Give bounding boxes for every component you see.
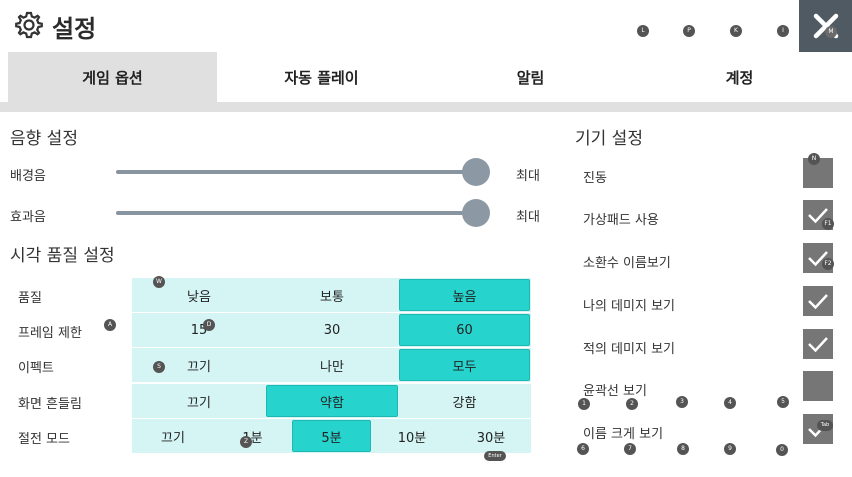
shortcut-hint-m: M	[825, 26, 837, 38]
close-button[interactable]	[799, 0, 852, 52]
checkmark-icon	[808, 251, 828, 267]
effect-label: 이펙트	[18, 361, 54, 376]
shortcut-hint-f1: F1	[822, 218, 834, 230]
visual-section-title: 시각 품질 설정	[10, 246, 115, 266]
sfx-value-label: 최대	[516, 210, 540, 225]
powersave-option-5min[interactable]: 5분	[292, 420, 371, 452]
tab-account[interactable]: 계정	[725, 68, 754, 87]
shortcut-hint-3: 3	[676, 396, 688, 408]
bgm-slider-knob[interactable]	[462, 158, 490, 186]
framerate-option-30[interactable]: 30	[323, 322, 341, 338]
header-bar: 설정 L P K I M	[0, 0, 852, 52]
shortcut-hint-z: Z	[240, 436, 252, 448]
shake-option-strong[interactable]: 강함	[452, 395, 477, 411]
shortcut-hint-6: 6	[577, 443, 589, 455]
shortcut-hint-d: D	[203, 319, 215, 331]
tab-notifications[interactable]: 알림	[516, 68, 545, 87]
shortcut-hint-l: L	[637, 25, 649, 37]
shake-option-off[interactable]: 끄기	[187, 395, 211, 411]
checkmark-icon	[808, 294, 828, 310]
shake-label: 화면 흔들림	[18, 397, 82, 412]
shortcut-hint-s: S	[153, 361, 165, 373]
device-item-outline-label: 윤곽선 보기	[583, 384, 647, 399]
bgm-slider-track[interactable]	[116, 170, 478, 174]
sound-section-title: 음향 설정	[10, 129, 78, 149]
framerate-option-60[interactable]: 60	[399, 314, 530, 346]
shortcut-hint-2: 2	[626, 398, 638, 410]
quality-option-medium[interactable]: 보통	[320, 289, 344, 305]
effect-option-all[interactable]: 모두	[399, 349, 530, 381]
shortcut-hint-1: 1	[578, 398, 590, 410]
device-item-enemy-damage-label: 적의 데미지 보기	[583, 342, 675, 357]
shake-option-weak[interactable]: 약함	[266, 385, 398, 417]
powersave-option-1min[interactable]: 1분	[242, 430, 263, 446]
powersave-option-30min[interactable]: 30분	[476, 430, 506, 446]
tab-auto-play[interactable]: 자동 플레이	[284, 68, 359, 87]
shortcut-hint-enter: Enter	[484, 451, 506, 461]
powersave-option-10min[interactable]: 10분	[397, 430, 427, 446]
sfx-slider-track[interactable]	[116, 211, 478, 215]
shortcut-hint-8: 8	[677, 443, 689, 455]
bgm-label: 배경음	[10, 169, 46, 184]
shortcut-hint-7: 7	[624, 443, 636, 455]
device-item-my-damage-label: 나의 데미지 보기	[583, 299, 675, 314]
bgm-value-label: 최대	[516, 169, 540, 184]
shortcut-hint-0: 0	[776, 444, 788, 456]
shortcut-hint-5: 5	[777, 396, 789, 408]
shortcut-hint-k: K	[730, 25, 742, 37]
quality-option-high[interactable]: 높음	[399, 279, 530, 311]
device-section-title: 기기 설정	[575, 129, 643, 149]
quality-label: 품질	[18, 291, 42, 306]
my-damage-checkbox[interactable]	[803, 286, 833, 316]
framerate-label: 프레임 제한	[18, 326, 82, 341]
device-item-vibration-label: 진동	[583, 171, 607, 186]
device-item-large-name-label: 이름 크게 보기	[583, 427, 664, 442]
shortcut-hint-i: I	[777, 25, 789, 37]
gear-icon	[15, 11, 43, 39]
device-item-virtualpad-label: 가상패드 사용	[583, 213, 659, 228]
device-item-summon-name-label: 소환수 이름보기	[583, 256, 671, 271]
checkmark-icon	[808, 208, 828, 224]
shortcut-hint-n: N	[808, 153, 820, 165]
powersave-label: 절전 모드	[18, 432, 70, 447]
framerate-option-15[interactable]: 15	[190, 322, 208, 338]
enemy-damage-checkbox[interactable]	[803, 329, 833, 359]
outline-checkbox[interactable]	[803, 371, 833, 401]
tab-game-options[interactable]: 게임 옵션	[8, 52, 217, 102]
effect-option-self[interactable]: 나만	[320, 359, 344, 375]
shortcut-hint-tab: Tab	[817, 420, 833, 431]
shortcut-hint-w: W	[153, 276, 165, 288]
quality-option-low[interactable]: 낮음	[187, 289, 211, 305]
shortcut-hint-f2: F2	[822, 258, 834, 270]
sfx-slider-knob[interactable]	[462, 199, 490, 227]
shortcut-hint-4: 4	[724, 397, 736, 409]
sfx-label: 효과음	[10, 210, 46, 225]
tab-bar: 게임 옵션 자동 플레이 알림 계정	[0, 52, 852, 102]
shortcut-hint-a: A	[104, 319, 116, 331]
checkmark-icon	[808, 337, 828, 353]
effect-option-off[interactable]: 끄기	[187, 359, 211, 375]
page-title: 설정	[52, 15, 97, 43]
powersave-option-off[interactable]: 끄기	[161, 430, 185, 446]
shortcut-hint-p: P	[683, 25, 695, 37]
tab-underline	[0, 102, 852, 112]
shortcut-hint-9: 9	[724, 443, 736, 455]
